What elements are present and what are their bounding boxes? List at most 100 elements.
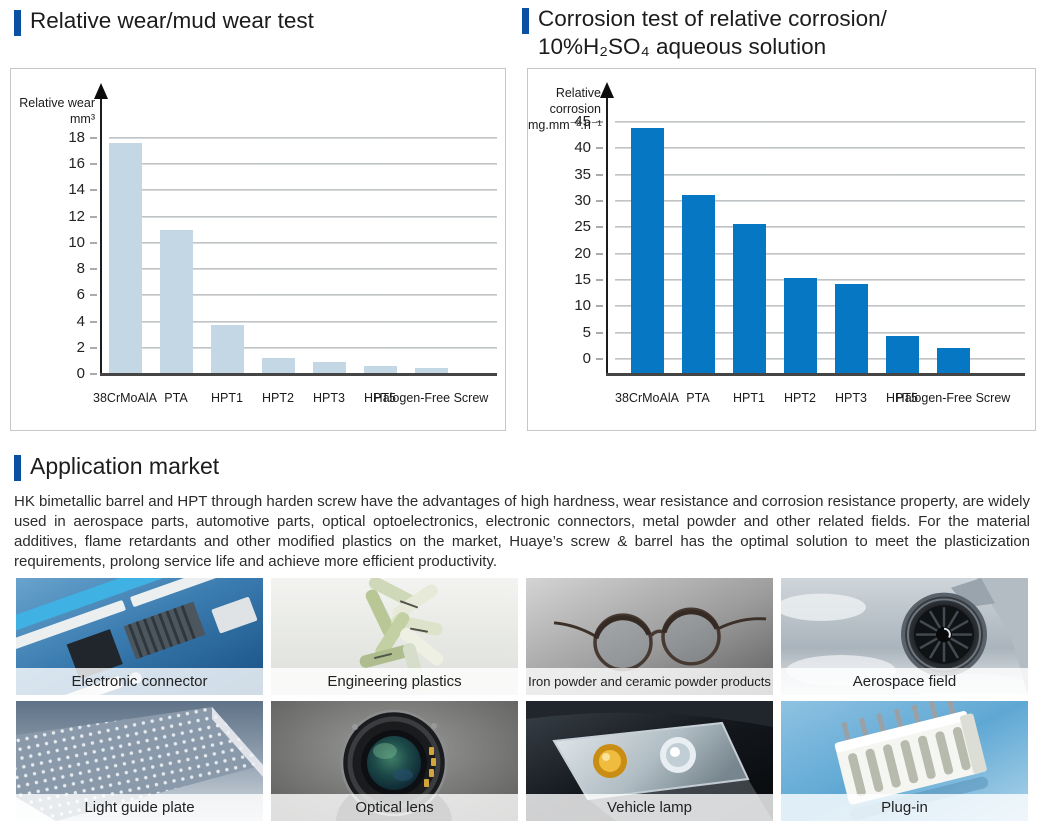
y-tick-label: 35 [574, 165, 591, 183]
gridline [615, 200, 1025, 202]
x-tick-label: HPT3 [835, 391, 867, 405]
bar [885, 336, 919, 374]
gridline [615, 279, 1025, 281]
gridline [615, 121, 1025, 123]
tile-caption: Engineering plastics [271, 668, 518, 695]
tile-caption: Electronic connector [16, 668, 263, 695]
x-tick-label: Halogen-Free Screw [373, 391, 489, 405]
gridline [109, 294, 497, 297]
x-tick-label: HPT5 [364, 391, 396, 405]
y-tick [596, 121, 603, 123]
x-tick-label: PTA [164, 391, 188, 405]
tile-caption: Plug-in [781, 794, 1028, 821]
tile-caption: Iron powder and ceramic powder products [526, 668, 773, 695]
gridline [615, 147, 1025, 150]
x-tick-label: HPT1 [211, 391, 243, 405]
y-tick [90, 241, 97, 244]
tile-aerospace-field: Aerospace field [781, 578, 1028, 695]
bar [312, 362, 346, 374]
tile-caption: Aerospace field [781, 668, 1028, 695]
y-tick [596, 331, 603, 334]
bar [936, 347, 970, 374]
wear-section-title: Relative wear/mud wear test [30, 8, 314, 33]
y-tick [596, 279, 603, 281]
wear-chart: 0 2 4 6 8 10 12 14 16 18 38CrMoAlA PTA HPT1 HPT2 HPT3 H… [10, 68, 506, 431]
y-tick [90, 320, 97, 323]
y-axis [606, 94, 608, 374]
y-tick [90, 373, 97, 375]
x-tick-label: HPT2 [784, 391, 816, 405]
x-tick-label: HPT1 [733, 391, 765, 405]
y-tick-label: 30 [574, 192, 591, 209]
application-image-grid: Electronic connector Enginee [16, 578, 1028, 821]
accent-bar [522, 8, 529, 34]
bar [834, 284, 868, 374]
gridline [109, 163, 497, 166]
gridline [615, 331, 1025, 334]
y-tick-label: 15 [574, 271, 591, 288]
bar [108, 143, 142, 374]
bar [159, 229, 193, 374]
bar [783, 278, 817, 374]
corrosion-chart: 0 5 10 15 20 25 30 35 40 45 38CrMoAlA PTA HPT1 HPT2 HP… [527, 68, 1036, 431]
tile-electronic-connector: Electronic connector [16, 578, 263, 695]
application-section-title: Application market [30, 453, 220, 479]
tile-engineering-plastics: Engineering plastics [271, 578, 518, 695]
y-tick [90, 215, 97, 218]
x-tick-label: HPT3 [313, 391, 345, 405]
accent-bar [14, 455, 21, 481]
corrosion-section-heading: Corrosion test of relative corrosion/ 10… [522, 5, 887, 61]
tile-iron-powder-products: Iron powder and ceramic powder products [526, 578, 773, 695]
y-tick [90, 189, 97, 192]
y-tick-label: 6 [76, 286, 85, 304]
gridline [615, 252, 1025, 255]
wear-section-heading: Relative wear/mud wear test [14, 7, 314, 36]
x-tick-label: HPT5 [886, 391, 918, 405]
tile-caption: Optical lens [271, 794, 518, 821]
y-tick-label: 2 [76, 338, 85, 356]
gridline [615, 226, 1025, 229]
y-tick-label: 10 [574, 297, 591, 315]
x-tick-label: HPT2 [262, 391, 294, 405]
gridline [109, 241, 497, 244]
y-axis [100, 95, 102, 374]
y-tick [596, 305, 603, 308]
gridline [109, 137, 497, 139]
y-axis-arrow-icon [600, 82, 614, 98]
y-tick-label: 20 [574, 244, 591, 262]
y-tick-label: 4 [76, 312, 85, 330]
x-tick-label: PTA [686, 391, 710, 405]
bar [681, 194, 715, 374]
bar [732, 223, 766, 374]
bar [363, 366, 397, 374]
gridline [109, 320, 497, 323]
bar [414, 368, 448, 374]
y-tick [596, 147, 603, 150]
y-tick-label: 40 [574, 139, 591, 157]
x-axis [100, 373, 497, 376]
tile-caption: Light guide plate [16, 794, 263, 821]
y-tick-label: 8 [76, 260, 85, 278]
bar [261, 358, 295, 374]
gridline [109, 215, 497, 218]
corrosion-section-title-line1: Corrosion test of relative corrosion/ [538, 6, 887, 31]
y-tick-label: 45 [574, 113, 591, 130]
application-paragraph: HK bimetallic barrel and HPT through har… [14, 493, 1030, 570]
y-tick [90, 268, 97, 271]
gridline [109, 268, 497, 271]
tile-caption: Vehicle lamp [526, 794, 773, 821]
y-tick-label: 5 [582, 323, 591, 341]
y-axis-arrow-icon [94, 83, 108, 99]
y-tick [596, 200, 603, 202]
y-tick [90, 346, 97, 349]
y-tick-label: 25 [574, 218, 591, 236]
x-tick-label: 38CrMoAlA [615, 391, 679, 405]
y-axis-title: Relative wear mm³ [19, 96, 95, 126]
y-tick-label: 18 [68, 129, 85, 146]
gridline [615, 173, 1025, 176]
y-tick-label: 14 [68, 181, 85, 199]
tile-light-guide-plate: Light guide plate [16, 701, 263, 821]
x-axis [606, 373, 1025, 376]
y-tick [596, 173, 603, 176]
